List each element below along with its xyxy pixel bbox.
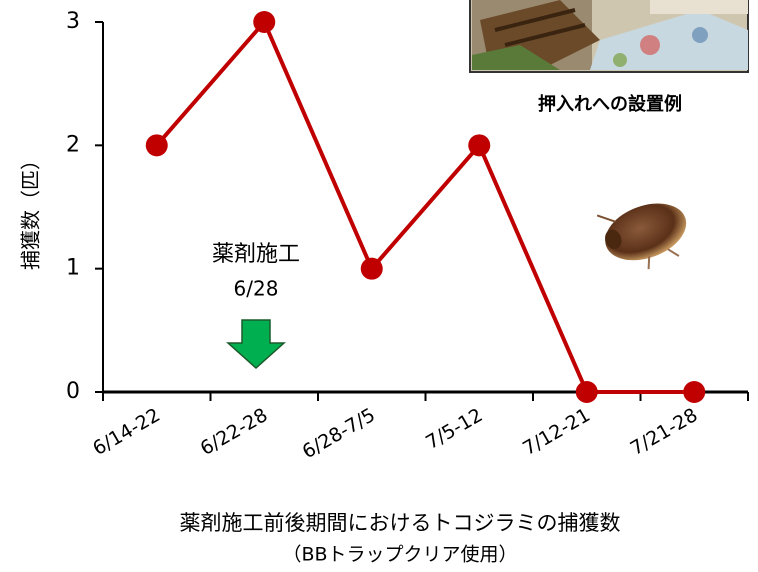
- y-tick-label: 3: [66, 9, 80, 34]
- marker: [575, 381, 598, 403]
- annotation: 薬剤施工: [212, 242, 300, 267]
- y-axis-title: 捕獲数（匹）: [19, 150, 43, 270]
- photo: [469, 0, 749, 73]
- y-tick-label: 2: [66, 132, 80, 157]
- x-tick-label: 6/22-28: [197, 404, 272, 460]
- x-tick-label: 7/5-12: [422, 404, 486, 454]
- marker: [360, 257, 383, 280]
- x-axis-title: （BBトラップクリア使用）: [282, 544, 517, 566]
- bedbug-image: [596, 203, 687, 270]
- marker: [683, 381, 706, 403]
- arrow: [226, 319, 286, 370]
- marker: [145, 134, 168, 157]
- x-axis-title: 薬剤施工前後期間におけるトコジラミの捕獲数: [180, 511, 621, 535]
- x-tick-label: 7/12-21: [519, 404, 594, 460]
- marker: [253, 11, 276, 33]
- annotation: 6/28: [234, 277, 279, 301]
- line: [155, 18, 695, 394]
- x-tick-label: 6/28-7/5: [299, 404, 379, 463]
- y-tick-label: 0: [66, 379, 80, 404]
- marker: [468, 134, 491, 157]
- y-tick-label: 1: [66, 256, 80, 281]
- photo-caption: 押入れへの設置例: [538, 93, 682, 115]
- x-tick-label: 6/14-22: [89, 404, 164, 460]
- x-tick-label: 7/21-28: [627, 404, 702, 460]
